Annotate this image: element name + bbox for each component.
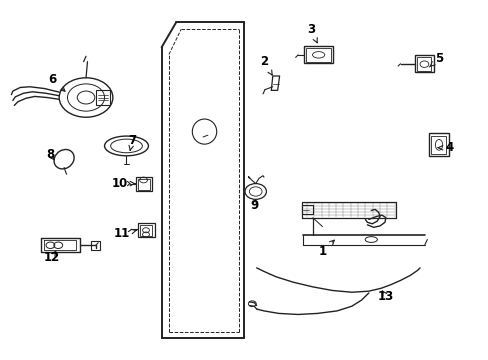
- Bar: [416, 57, 430, 71]
- Bar: [306, 48, 330, 62]
- Text: 11: 11: [113, 227, 136, 240]
- Bar: [430, 135, 446, 154]
- Bar: [138, 223, 155, 237]
- Bar: [140, 225, 152, 236]
- Bar: [304, 46, 332, 63]
- Text: 4: 4: [437, 141, 452, 154]
- Bar: [428, 134, 448, 156]
- Text: 2: 2: [260, 55, 272, 75]
- Text: 12: 12: [43, 251, 60, 264]
- Bar: [302, 205, 312, 214]
- Text: 5: 5: [428, 51, 443, 67]
- Text: 8: 8: [46, 148, 55, 161]
- Bar: [138, 179, 150, 190]
- Bar: [414, 55, 433, 72]
- Text: 7: 7: [128, 134, 136, 150]
- Text: 13: 13: [377, 290, 393, 303]
- Text: 6: 6: [48, 73, 65, 91]
- Bar: [91, 240, 100, 250]
- Text: 3: 3: [306, 23, 317, 43]
- Text: 1: 1: [318, 240, 334, 258]
- Bar: [96, 90, 110, 105]
- Text: 10: 10: [112, 177, 135, 190]
- Text: 9: 9: [250, 199, 258, 212]
- Bar: [136, 177, 152, 192]
